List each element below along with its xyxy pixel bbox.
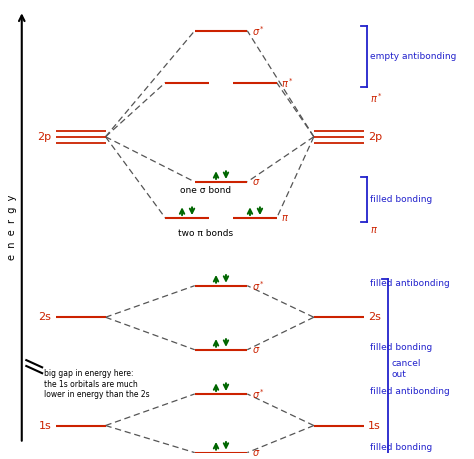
Text: $\sigma^*$: $\sigma^*$ [252,387,265,401]
Text: one σ bond: one σ bond [180,186,231,196]
Text: filled bonding: filled bonding [370,442,433,452]
Text: $\sigma$: $\sigma$ [252,177,260,187]
Text: two π bonds: two π bonds [178,229,233,238]
Text: filled bonding: filled bonding [370,343,433,352]
Text: 2s: 2s [38,312,51,322]
Text: cancel
out: cancel out [392,359,421,379]
Text: $\sigma^*$: $\sigma^*$ [252,279,265,292]
Text: 1s: 1s [38,420,51,431]
Text: filled antibonding: filled antibonding [370,279,450,288]
Text: $\pi$: $\pi$ [281,213,289,223]
Text: 2s: 2s [368,312,381,322]
Text: empty antibonding: empty antibonding [370,52,457,61]
Text: $\pi^*$: $\pi^*$ [370,92,383,106]
Text: 2p: 2p [37,132,51,142]
Text: 2p: 2p [368,132,383,142]
Text: big gap in energy here:
the 1s orbitals are much
lower in energy than the 2s: big gap in energy here: the 1s orbitals … [45,369,150,399]
Text: $\pi^*$: $\pi^*$ [281,76,294,90]
Text: $\sigma$: $\sigma$ [252,448,260,458]
Text: $\sigma$: $\sigma$ [252,345,260,355]
Text: filled antibonding: filled antibonding [370,387,450,396]
Text: e  n  e  r  g  y: e n e r g y [7,194,17,260]
Text: filled bonding: filled bonding [370,196,433,204]
Text: 1s: 1s [368,420,381,431]
Text: $\pi$: $\pi$ [370,225,378,235]
Text: $\sigma^*$: $\sigma^*$ [252,24,265,38]
